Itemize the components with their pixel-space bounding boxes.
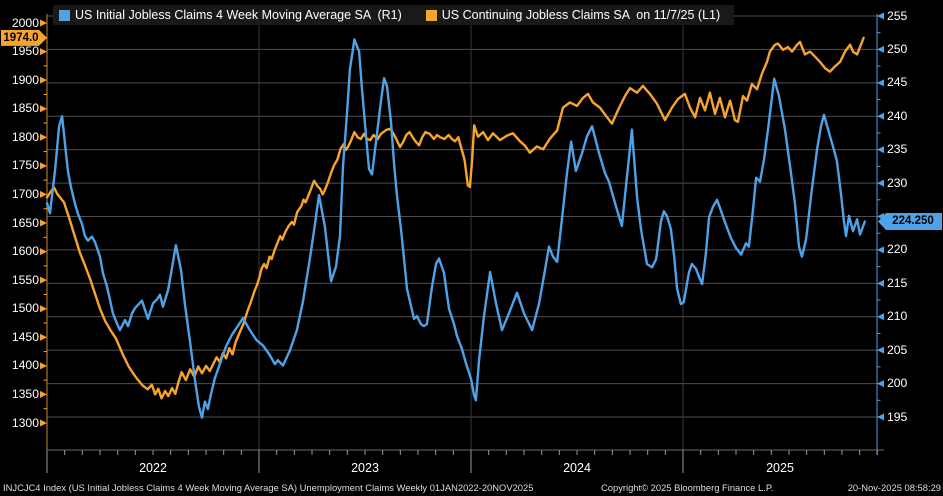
right-axis-tick-label: 255 [887, 8, 908, 23]
right-axis-tick-label: 215 [887, 275, 908, 290]
continuing-claims-last-value-badge: 1974.0 [1, 29, 47, 46]
left-axis-tick-label: 1550 [11, 272, 39, 287]
left-axis-tick-label: 1900 [11, 72, 39, 87]
left-axis-tick-label: 1650 [11, 215, 39, 230]
initial-claims-last-value-badge: 224.250 [878, 213, 942, 230]
legend-label-continuing-claims: US Continuing Jobless Claims SA on 11/7/… [441, 8, 721, 22]
left-axis-tick-label: 1600 [11, 244, 39, 259]
left-axis-tick-label: 2000 [11, 15, 39, 30]
right-axis-tick-label: 220 [887, 242, 908, 257]
right-axis-tick-label: 210 [887, 309, 908, 324]
right-axis-tick-label: 245 [887, 75, 908, 90]
right-axis-tick-label: 250 [887, 41, 908, 56]
left-axis-tick-label: 1300 [11, 415, 39, 430]
left-axis-tick-label: 1950 [11, 44, 39, 59]
blue-series-swatch-icon [59, 9, 70, 21]
orange-series-swatch-icon [425, 9, 437, 21]
right-axis-tick-label: 230 [887, 175, 908, 190]
right-axis-tick-label: 195 [887, 409, 908, 424]
left-axis-tick-label: 1700 [11, 186, 39, 201]
left-axis-tick-label: 1450 [11, 329, 39, 344]
left-axis-tick-label: 1400 [11, 358, 39, 373]
right-axis-tick-label: 205 [887, 342, 908, 357]
right-axis-tick-label: 235 [887, 142, 908, 157]
left-axis-tick-label: 1500 [11, 301, 39, 316]
legend-label-initial-claims: US Initial Jobless Claims 4 Week Moving … [75, 8, 402, 22]
left-axis-tick-label: 1750 [11, 158, 39, 173]
footer-copyright: Copyright© 2025 Bloomberg Finance L.P. [601, 482, 774, 493]
footer-ticker-description: INJCJC4 Index (US Initial Jobless Claims… [3, 482, 534, 493]
right-axis-tick-label: 200 [887, 376, 908, 391]
legend-item-initial-claims[interactable]: US Initial Jobless Claims 4 Week Moving … [59, 8, 402, 22]
right-axis-tick-label: 240 [887, 108, 908, 123]
left-axis-tick-label: 1800 [11, 129, 39, 144]
footer-timestamp: 20-Nov-2025 08:58:29 [847, 482, 941, 493]
left-axis-tick-label: 1350 [11, 386, 39, 401]
year-label: 2023 [351, 461, 379, 475]
chart-legend: US Initial Jobless Claims 4 Week Moving … [53, 5, 735, 25]
legend-item-continuing-claims[interactable]: US Continuing Jobless Claims SA on 11/7/… [425, 8, 721, 22]
year-label: 2025 [766, 461, 794, 475]
left-axis-tick-label: 1850 [11, 101, 39, 116]
year-label: 2024 [563, 461, 591, 475]
chart-plot-area[interactable] [0, 0, 943, 478]
year-label: 2022 [139, 461, 167, 475]
